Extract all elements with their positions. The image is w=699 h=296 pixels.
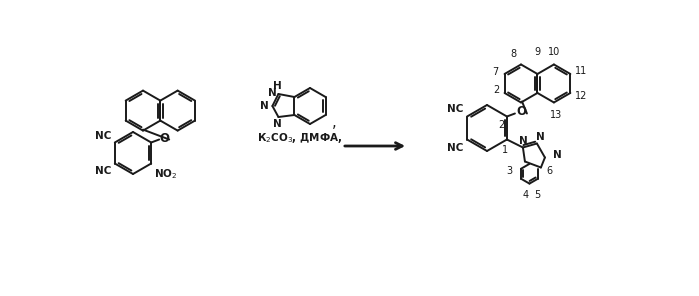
Text: N: N [519, 136, 527, 146]
Text: 6: 6 [547, 166, 552, 176]
Text: 7: 7 [492, 67, 498, 77]
Text: 5: 5 [534, 190, 540, 200]
Text: N: N [273, 119, 282, 129]
Text: 4: 4 [522, 190, 528, 200]
Text: 11: 11 [575, 66, 588, 76]
Text: 12: 12 [575, 91, 588, 101]
Text: 13: 13 [550, 110, 562, 120]
Text: 1: 1 [502, 144, 508, 155]
Text: O: O [516, 105, 526, 118]
Text: 2: 2 [493, 85, 500, 95]
Text: NO$_2$: NO$_2$ [154, 168, 178, 181]
Text: NC: NC [96, 131, 112, 141]
Text: NC: NC [447, 142, 463, 152]
Text: NC: NC [447, 104, 463, 113]
Text: К$_2$СО$_3$, ДМФА,: К$_2$СО$_3$, ДМФА, [257, 131, 343, 145]
Text: 9: 9 [535, 47, 540, 57]
Text: N: N [553, 149, 562, 160]
Text: ,: , [332, 115, 337, 130]
Text: O: O [159, 132, 169, 145]
Text: 8: 8 [510, 49, 516, 59]
Text: 2: 2 [498, 120, 504, 130]
Text: N: N [259, 101, 268, 111]
Text: N: N [535, 131, 545, 141]
Text: H: H [273, 81, 282, 91]
Text: 10: 10 [548, 47, 560, 57]
Text: N: N [268, 88, 276, 98]
Text: NC: NC [96, 165, 112, 176]
Text: 3: 3 [507, 166, 512, 176]
